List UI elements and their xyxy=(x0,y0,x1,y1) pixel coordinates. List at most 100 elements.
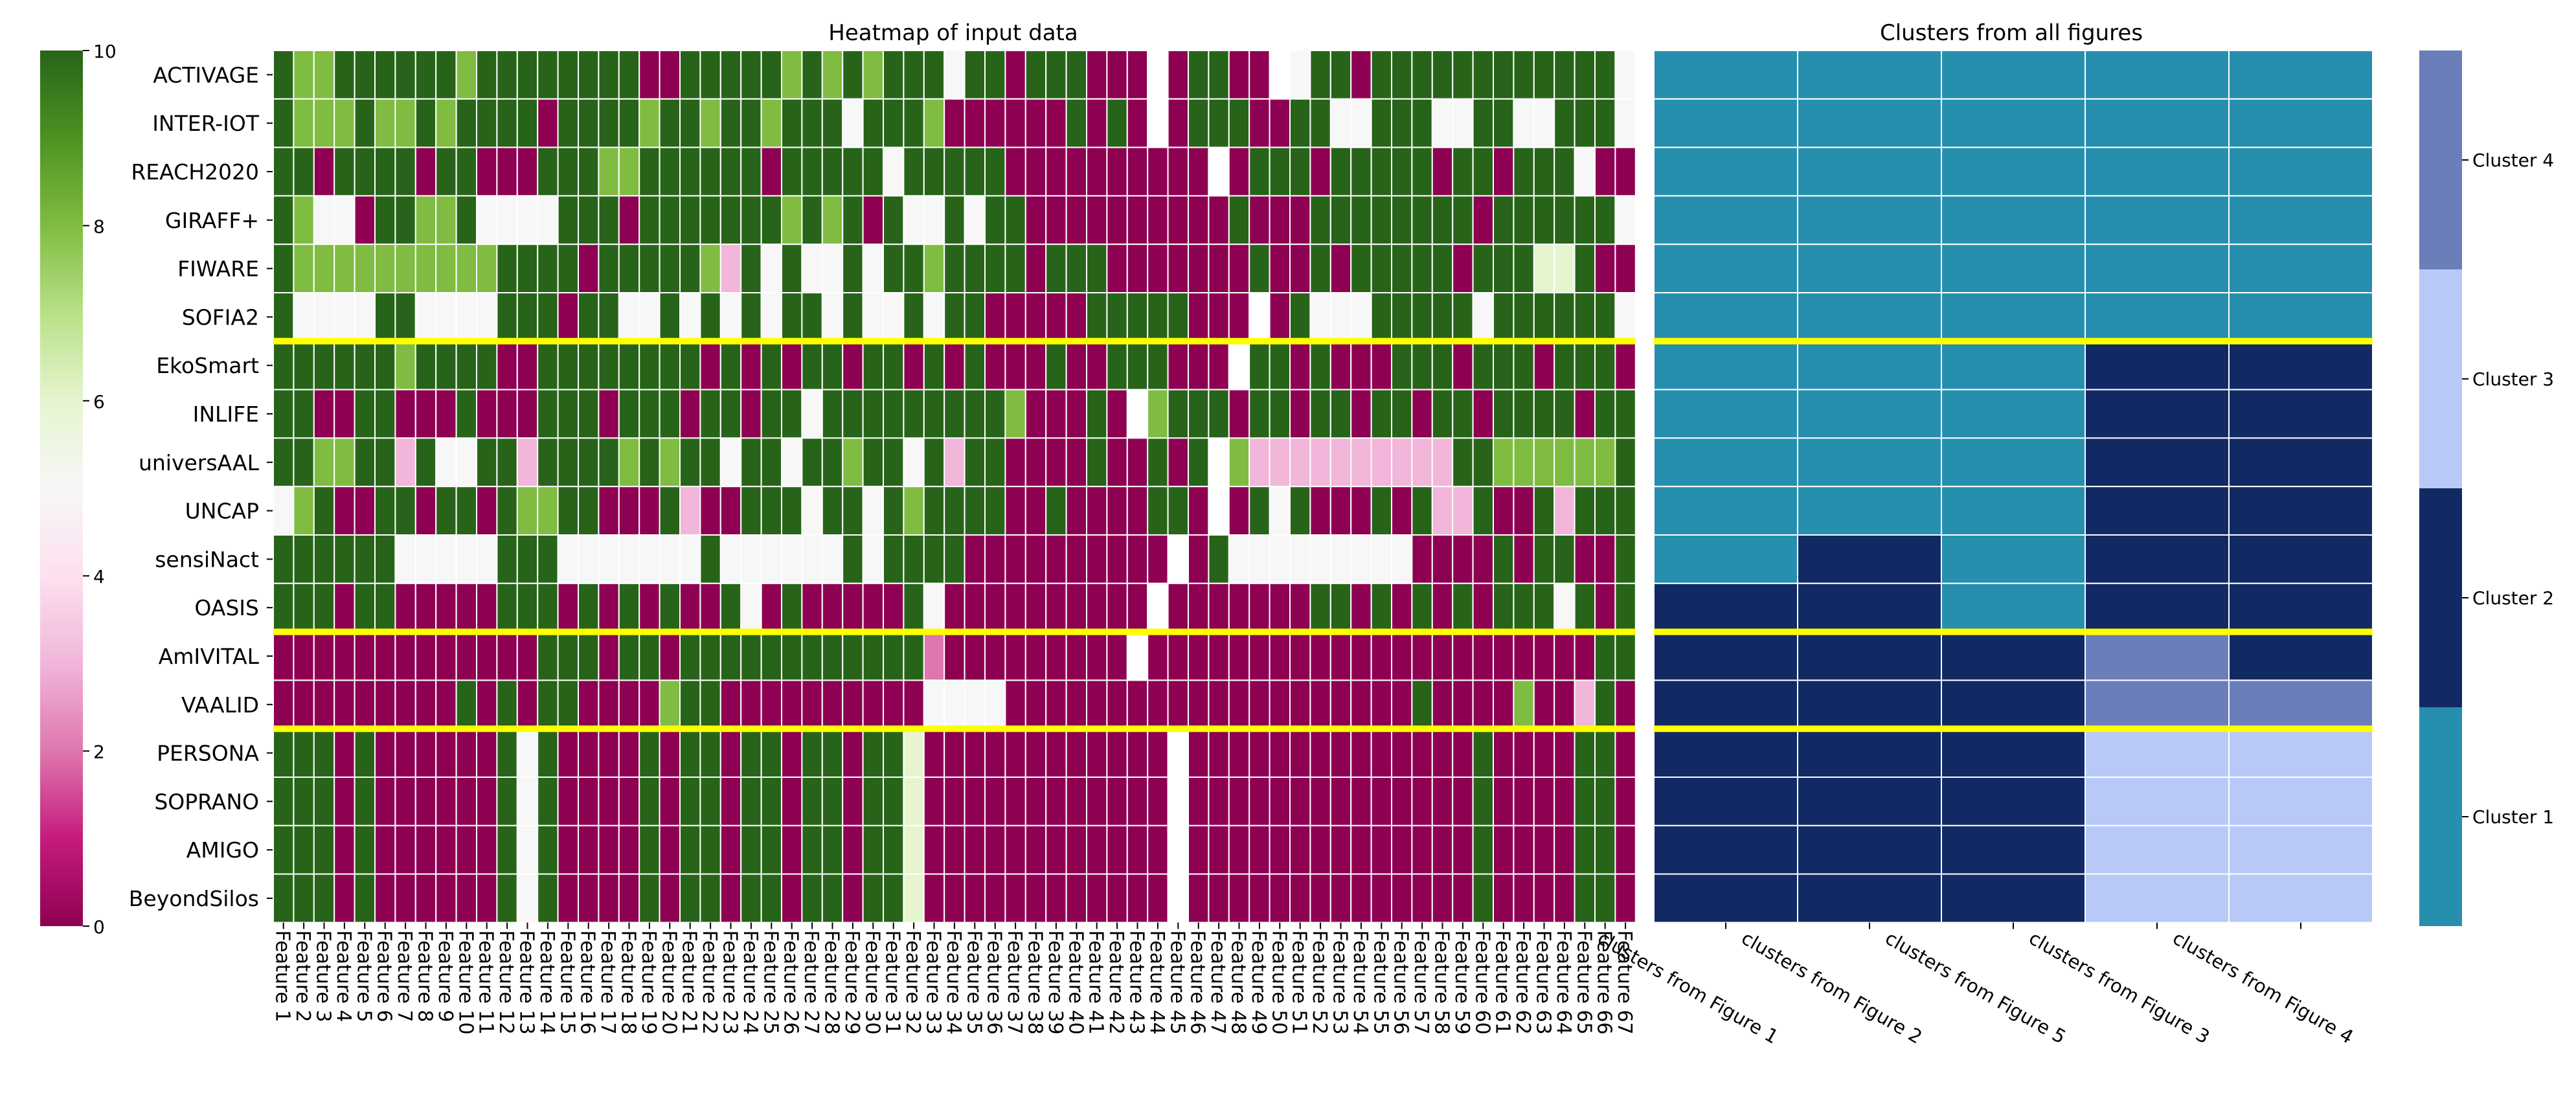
heat-cell xyxy=(1045,728,1067,778)
heat-cell xyxy=(455,389,477,439)
cluster-cell xyxy=(1797,631,1942,681)
heat-cell xyxy=(740,631,762,681)
heat-cell xyxy=(1269,437,1291,488)
clusters-title: Clusters from all figures xyxy=(1880,20,2143,46)
heat-cell xyxy=(1370,679,1393,730)
heat-cell xyxy=(1147,679,1169,730)
heat-cell xyxy=(618,195,640,245)
heat-cell xyxy=(1065,98,1087,148)
feature-label: Feature 52 xyxy=(1308,930,1331,1034)
heat-cell xyxy=(476,340,498,391)
heat-cell xyxy=(537,195,559,245)
heat-cell xyxy=(1228,437,1250,488)
heat-cell xyxy=(1431,873,1454,924)
heat-cell xyxy=(984,389,1006,439)
heat-cell xyxy=(1309,389,1331,439)
heat-cell xyxy=(1045,244,1067,294)
feature-label: Feature 16 xyxy=(576,930,599,1034)
heat-cell xyxy=(842,244,864,294)
heat-cell xyxy=(333,486,356,536)
heat-cell xyxy=(516,679,539,730)
heat-cell xyxy=(719,98,742,148)
cluster-cell xyxy=(2228,679,2373,730)
heat-cell xyxy=(1024,679,1047,730)
heat-cell xyxy=(679,534,701,584)
heat-cell xyxy=(760,777,782,826)
heat-cell xyxy=(333,195,356,245)
heat-cell xyxy=(883,292,905,342)
heat-cell xyxy=(537,389,559,439)
heat-cell xyxy=(903,437,925,488)
heat-cell xyxy=(1126,873,1149,924)
heat-cell xyxy=(659,534,681,584)
heat-cell xyxy=(1594,244,1616,294)
heat-cell xyxy=(1045,631,1067,681)
heat-cell xyxy=(1309,631,1331,681)
heat-cell xyxy=(293,195,315,245)
heat-cell xyxy=(1248,146,1271,197)
heat-cell xyxy=(740,824,762,875)
heat-cell xyxy=(964,389,986,439)
heat-cell xyxy=(618,292,640,342)
feature-label: Feature 42 xyxy=(1105,930,1127,1034)
heat-cell xyxy=(354,195,376,245)
heat-cell xyxy=(333,340,356,391)
feature-label: Feature 58 xyxy=(1430,930,1453,1034)
heat-cell xyxy=(903,486,925,536)
heat-cell xyxy=(1106,437,1128,488)
heat-cell xyxy=(679,146,701,197)
heat-cell xyxy=(1289,146,1311,197)
heat-cell xyxy=(414,292,437,342)
heat-cell xyxy=(435,777,457,826)
heat-cell xyxy=(1045,486,1067,536)
feature-label: Feature 46 xyxy=(1186,930,1209,1034)
heat-cell xyxy=(1411,146,1433,197)
feature-label: Feature 25 xyxy=(759,930,782,1034)
heat-cell xyxy=(476,679,498,730)
heat-cell xyxy=(984,146,1006,197)
heat-cell xyxy=(557,534,579,584)
heat-cell xyxy=(537,292,559,342)
heat-cell xyxy=(354,534,376,584)
heat-cell xyxy=(333,146,356,197)
heat-cell xyxy=(273,340,295,391)
heat-cell xyxy=(455,340,477,391)
heat-cell xyxy=(1004,679,1026,730)
cluster-cell xyxy=(2228,437,2373,488)
heat-cell xyxy=(1431,486,1454,536)
heat-cell xyxy=(435,437,457,488)
heat-cell xyxy=(1309,486,1331,536)
heat-cell xyxy=(1370,389,1393,439)
heat-cell xyxy=(638,292,661,342)
heat-cell xyxy=(1329,582,1352,633)
heat-cell xyxy=(1594,631,1616,681)
cluster-cell xyxy=(1653,728,1798,778)
heat-cell xyxy=(781,582,803,633)
heat-cell xyxy=(414,679,437,730)
heat-cell xyxy=(1086,98,1108,148)
heat-cell xyxy=(719,50,742,100)
heat-cell xyxy=(984,728,1006,778)
heat-cell xyxy=(659,777,681,826)
cluster-cell xyxy=(1941,631,2086,681)
heat-cell xyxy=(719,292,742,342)
heat-cell xyxy=(435,244,457,294)
heat-cell xyxy=(1269,679,1291,730)
heat-cell xyxy=(740,728,762,778)
heat-cell xyxy=(1614,244,1636,294)
heat-cell xyxy=(1431,98,1454,148)
heat-cell xyxy=(659,582,681,633)
heat-cell xyxy=(394,777,416,826)
heat-cell xyxy=(476,146,498,197)
heat-cell xyxy=(1431,437,1454,488)
heat-cell xyxy=(1106,582,1128,633)
heat-cell xyxy=(1554,777,1576,826)
heat-cell xyxy=(1472,486,1495,536)
heat-cell xyxy=(821,292,844,342)
heat-cell xyxy=(1208,195,1230,245)
heat-cell xyxy=(1065,824,1087,875)
value-colorbar: 0 2 4 6 8 10 xyxy=(40,41,117,938)
heat-cell xyxy=(801,292,823,342)
feature-label: Feature 29 xyxy=(841,930,863,1034)
heat-cell xyxy=(354,679,376,730)
